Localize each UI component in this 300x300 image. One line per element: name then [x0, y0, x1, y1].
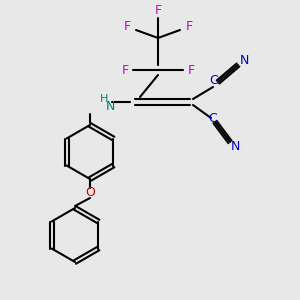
Text: N: N — [239, 53, 249, 67]
Text: F: F — [122, 64, 129, 76]
Text: C: C — [210, 74, 218, 86]
Text: N: N — [230, 140, 240, 152]
Text: F: F — [123, 20, 130, 34]
Text: F: F — [154, 4, 162, 17]
Text: O: O — [85, 187, 95, 200]
Text: F: F — [188, 64, 195, 76]
Text: C: C — [208, 112, 217, 124]
Text: H: H — [100, 94, 108, 104]
Text: N: N — [105, 100, 115, 112]
Text: F: F — [185, 20, 193, 34]
